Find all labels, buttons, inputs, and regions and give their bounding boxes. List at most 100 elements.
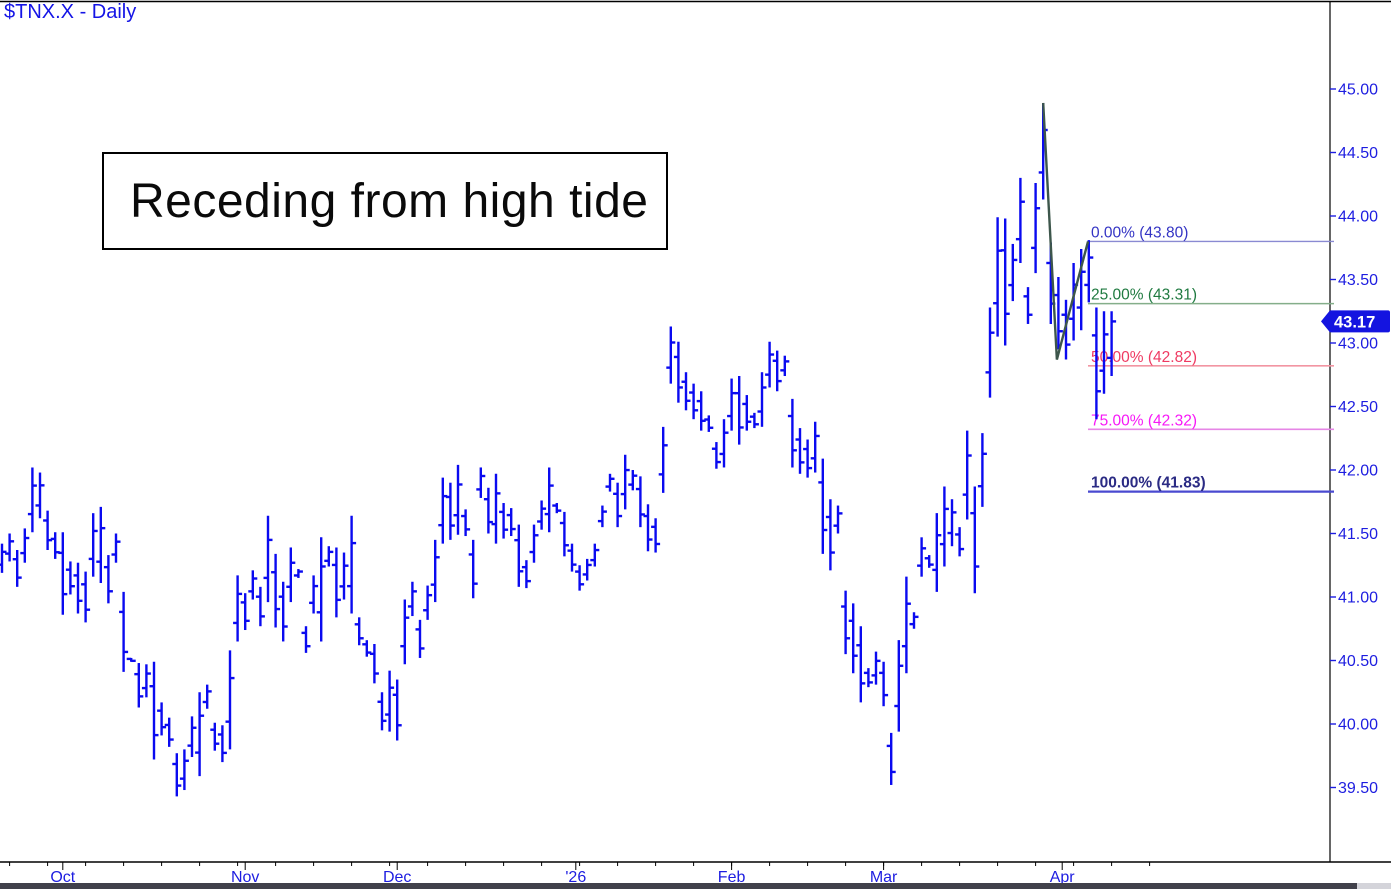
price-bar [1084, 240, 1094, 303]
price-bar [58, 532, 68, 615]
price-bar [955, 527, 965, 557]
current-price-value: 43.17 [1334, 313, 1375, 331]
annotation-text-box[interactable]: Receding from high tide [102, 152, 668, 250]
price-bar [1008, 243, 1018, 302]
price-bar [1069, 262, 1079, 341]
price-bar [1061, 299, 1071, 360]
price-bar [575, 565, 585, 591]
price-bar [711, 442, 721, 469]
price-bar [88, 513, 98, 577]
price-bar [499, 503, 509, 539]
price-bar [438, 477, 448, 544]
price-bar [985, 307, 995, 398]
price-bar [689, 383, 699, 420]
price-bar [347, 515, 357, 614]
price-bar [134, 663, 144, 708]
price-bar [233, 575, 243, 642]
price-bar [787, 398, 797, 468]
price-bar [901, 576, 911, 674]
price-bar [27, 467, 37, 533]
zigzag-line[interactable] [1042, 102, 1090, 360]
price-bar [795, 428, 805, 474]
price-bar [301, 626, 311, 653]
price-bar [217, 725, 227, 763]
price-bar [423, 585, 433, 620]
month-label: Oct [50, 869, 75, 886]
price-bar [1023, 287, 1033, 324]
price-bar [187, 716, 197, 758]
price-bar [415, 619, 425, 658]
price-bar [468, 539, 478, 599]
fib-label: 0.00% (43.80) [1091, 224, 1188, 241]
price-bar [240, 593, 250, 631]
price-bar [385, 670, 395, 732]
price-bar [149, 661, 159, 760]
month-label: Feb [718, 869, 746, 886]
price-bar [286, 547, 296, 603]
price-bar [917, 537, 927, 577]
price-bar [734, 376, 744, 445]
price-bar [476, 467, 486, 498]
price-bar [841, 590, 851, 655]
price-bar [202, 684, 212, 709]
price-bar [157, 702, 167, 736]
price-bar [658, 426, 668, 493]
price-bar [20, 528, 30, 563]
price-bar [0, 543, 7, 573]
price-bar [962, 430, 972, 520]
price-bar [681, 372, 691, 411]
month-label: Mar [870, 869, 898, 886]
price-bar [271, 553, 281, 628]
price-bar [111, 533, 121, 563]
price-bar [727, 378, 737, 431]
price-bar [977, 433, 987, 507]
price-bar [1091, 307, 1101, 420]
fib-label: 75.00% (42.32) [1091, 412, 1197, 429]
price-bar [141, 664, 151, 698]
price-bar [50, 532, 60, 559]
price-bar [765, 341, 775, 388]
y-axis-label: 40.50 [1338, 653, 1378, 670]
price-bar [164, 717, 174, 747]
symbol-title: $TNX.X - Daily [4, 1, 137, 23]
price-bar [651, 518, 661, 553]
price-bar [65, 561, 75, 595]
price-bar [461, 509, 471, 537]
price-bar [331, 547, 341, 618]
price-bar [392, 679, 402, 741]
price-bar [43, 510, 53, 551]
y-axis-label: 44.50 [1338, 145, 1378, 162]
price-bar [673, 341, 683, 403]
y-axis-label: 39.50 [1338, 780, 1378, 797]
price-bar [757, 372, 767, 427]
price-bar [369, 643, 379, 684]
price-bar [316, 537, 326, 642]
price-bar [1000, 218, 1010, 346]
price-bar [506, 508, 516, 537]
price-bar [1076, 249, 1086, 331]
price-bar [103, 555, 113, 604]
price-bar [772, 350, 782, 392]
window-bottom-edge [0, 883, 1391, 889]
price-bar [749, 412, 759, 429]
price-bar [704, 415, 714, 432]
y-axis-label: 43.00 [1338, 336, 1378, 353]
resize-grip[interactable] [1357, 883, 1391, 889]
price-bar [278, 581, 288, 642]
price-bar [970, 486, 980, 594]
annotation-label: Receding from high tide [130, 174, 649, 228]
y-axis-label: 41.00 [1338, 590, 1378, 607]
price-bar [324, 546, 334, 567]
month-label: Dec [383, 869, 411, 886]
y-axis-label: 44.00 [1338, 209, 1378, 226]
price-bar [780, 355, 790, 377]
price-bar [126, 657, 136, 663]
price-bar [453, 464, 463, 535]
price-bar [529, 524, 539, 563]
price-bar [666, 326, 676, 384]
price-bar [696, 391, 706, 431]
price-bar [172, 753, 182, 797]
price-bar [947, 499, 957, 547]
price-bar [521, 560, 531, 589]
